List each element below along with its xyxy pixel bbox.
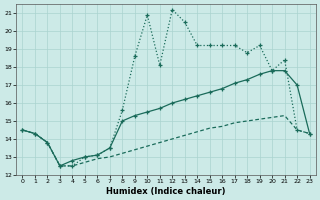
X-axis label: Humidex (Indice chaleur): Humidex (Indice chaleur) [106,187,226,196]
